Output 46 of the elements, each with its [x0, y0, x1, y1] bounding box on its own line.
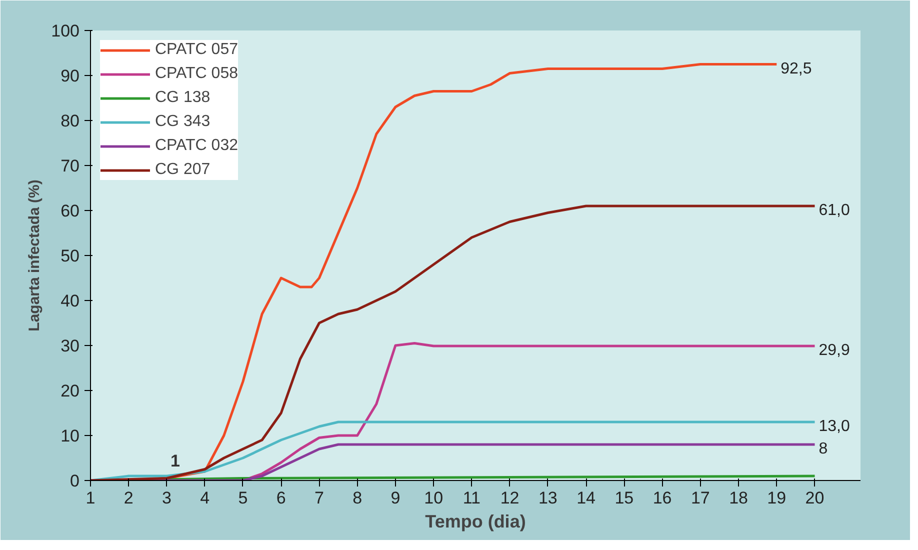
y-axis-title: Lagarta infectada (%)	[26, 180, 44, 332]
y-tick-label: 50	[60, 246, 80, 266]
x-tick-label: 10	[424, 488, 444, 508]
x-tick-label: 5	[238, 488, 248, 508]
y-tick-label: 40	[60, 292, 80, 310]
x-tick-label: 9	[390, 488, 400, 508]
data-label: 92,5	[780, 60, 812, 78]
legend-label: CPATC 058	[155, 65, 238, 83]
y-tick-label: 30	[60, 336, 80, 356]
x-tick-label: 18	[729, 488, 748, 508]
x-tick-label: 15	[614, 488, 634, 508]
y-tick-label: 0	[70, 472, 80, 490]
x-tick-label: 12	[500, 488, 520, 508]
annotation: 1	[170, 452, 180, 470]
legend-label: CG 138	[155, 89, 210, 107]
legend-label: CPATC 032	[155, 137, 238, 155]
y-tick-label: 100	[51, 22, 80, 40]
x-tick-label: 8	[352, 488, 362, 508]
x-tick-label: 19	[767, 488, 786, 508]
y-tick-label: 90	[60, 66, 80, 86]
y-tick-label: 10	[60, 426, 80, 446]
data-label: 13,0	[818, 418, 850, 435]
line-series	[90, 204, 816, 480]
y-tick-label: 60	[60, 202, 80, 220]
x-tick-label: 7	[314, 488, 324, 508]
x-tick-label: 6	[276, 488, 286, 508]
x-tick-label: 3	[162, 488, 172, 508]
data-label: 29,9	[818, 342, 850, 359]
data-label: 61,0	[818, 202, 850, 219]
x-axis-title: Tempo (dia)	[425, 512, 526, 532]
x-tick-label: 20	[805, 488, 824, 508]
y-tick-label: 20	[60, 382, 80, 400]
x-tick-label: 4	[200, 488, 210, 508]
legend-label: CG 343	[155, 113, 210, 131]
legend-label: CG 207	[155, 161, 210, 179]
x-tick-label: 13	[538, 488, 558, 508]
x-tick-label: 16	[652, 488, 672, 508]
x-tick-label: 11	[462, 488, 481, 508]
x-tick-label: 2	[124, 488, 134, 508]
x-tick-label: 17	[690, 488, 710, 508]
x-tick-label: 14	[576, 488, 596, 508]
y-tick-label: 80	[60, 112, 80, 130]
data-label: 8	[818, 440, 828, 458]
x-tick-label: 1	[86, 488, 96, 508]
legend-label: CPATC 057	[155, 41, 238, 59]
y-tick-label: 70	[60, 156, 80, 176]
